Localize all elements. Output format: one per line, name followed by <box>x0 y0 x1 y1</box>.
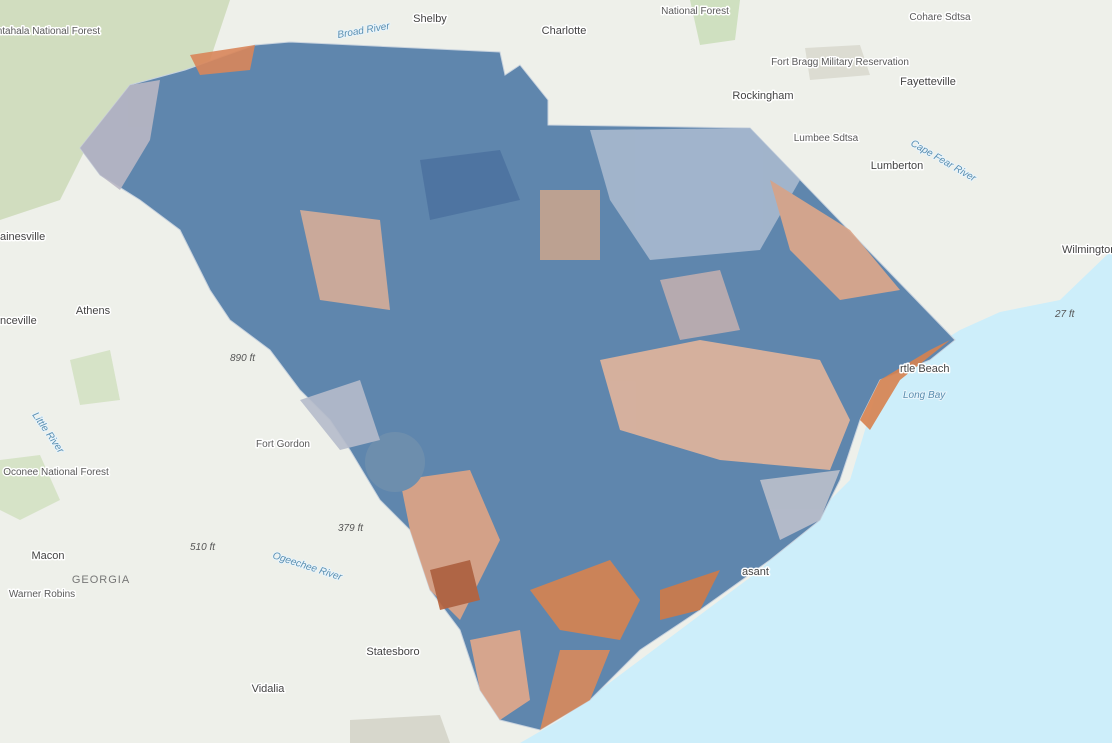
region <box>860 340 950 430</box>
place-label: asant <box>742 566 769 578</box>
forest-area <box>70 350 120 405</box>
region <box>540 190 600 260</box>
region <box>190 45 255 75</box>
place-label: Charlotte <box>542 25 587 37</box>
elevation-label: 379 ft <box>338 523 364 534</box>
forest-area <box>690 0 740 45</box>
place-label: Shelby <box>413 13 447 25</box>
region <box>80 80 160 190</box>
region <box>365 432 425 492</box>
military-area <box>350 715 450 743</box>
place-label: Rockingham <box>732 90 793 102</box>
elevation-label: 890 ft <box>230 353 256 364</box>
place-label: Warner Robins <box>9 589 75 600</box>
place-label: Wilmington <box>1062 244 1112 256</box>
region <box>760 470 840 540</box>
place-label: Athens <box>76 305 111 317</box>
place-label: Vidalia <box>252 683 286 695</box>
state-label: GEORGIA <box>72 574 130 586</box>
elevation-label: 510 ft <box>190 542 216 553</box>
place-label: ainesville <box>0 231 45 243</box>
place-label: Statesboro <box>366 646 419 658</box>
place-label: Fort Bragg Military Reservation <box>771 57 909 68</box>
region <box>430 560 480 610</box>
forest-area <box>0 455 60 520</box>
choropleth-regions <box>80 45 950 730</box>
place-label: Lumberton <box>871 160 924 172</box>
place-label: Macon <box>31 550 64 562</box>
place-label: National Forest <box>661 6 729 17</box>
region <box>300 380 380 450</box>
military-area <box>805 45 870 80</box>
region <box>660 270 740 340</box>
place-label: Fayetteville <box>900 76 956 88</box>
water-label: Long Bay <box>903 390 946 401</box>
region <box>530 560 640 640</box>
ocean <box>520 250 1112 743</box>
place-label: nceville <box>0 315 37 327</box>
place-label: Fort Gordon <box>256 439 310 450</box>
place-label: Nantahala National Forest <box>0 26 100 37</box>
place-label: Lumbee Sdtsa <box>794 133 859 144</box>
elevation-label: 27 ft <box>1054 309 1076 320</box>
region <box>660 570 720 620</box>
region <box>420 150 520 220</box>
region <box>470 630 530 720</box>
region <box>300 210 390 310</box>
place-label: rtle Beach <box>900 363 950 375</box>
region <box>600 340 850 470</box>
region <box>540 650 610 730</box>
region <box>590 128 800 260</box>
place-label: Oconee National Forest <box>3 467 109 478</box>
region <box>770 180 900 300</box>
place-label: Cohare Sdtsa <box>909 12 971 23</box>
